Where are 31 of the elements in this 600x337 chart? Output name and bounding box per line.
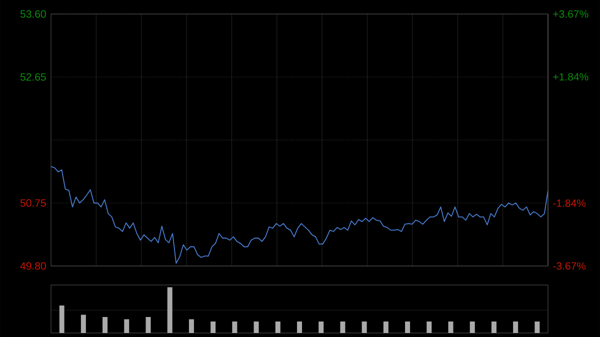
y-tick-label: 53.60: [20, 10, 46, 18]
bar: [491, 322, 496, 333]
bar: [297, 322, 302, 333]
y-tick-label: 49.80: [20, 262, 46, 270]
bar: [340, 322, 346, 333]
y-tick-label: 50.75: [20, 199, 46, 207]
bar: [232, 322, 238, 333]
bar: [275, 322, 280, 333]
bar: [167, 287, 172, 333]
bar: [383, 322, 388, 333]
bar: [318, 322, 324, 333]
bar: [448, 322, 454, 333]
bar: [405, 322, 410, 333]
bar: [124, 319, 130, 333]
bar: [59, 306, 64, 333]
bar: [146, 316, 151, 333]
bar: [534, 322, 540, 333]
y2-tick-label: +1.84%: [553, 73, 588, 81]
y2-tick-label: -3.67%: [553, 262, 586, 270]
bar: [513, 322, 518, 333]
bar: [470, 322, 475, 333]
y2-tick-label: +3.67%: [553, 10, 588, 18]
bar: [426, 322, 432, 333]
bar: [254, 322, 259, 333]
bar: [210, 322, 216, 333]
bar: [188, 319, 194, 333]
bar: [362, 322, 367, 333]
bar: [80, 314, 86, 333]
y2-tick-label: -1.84%: [553, 199, 586, 207]
bar: [102, 316, 108, 333]
y-tick-label: 52.65: [20, 73, 46, 81]
